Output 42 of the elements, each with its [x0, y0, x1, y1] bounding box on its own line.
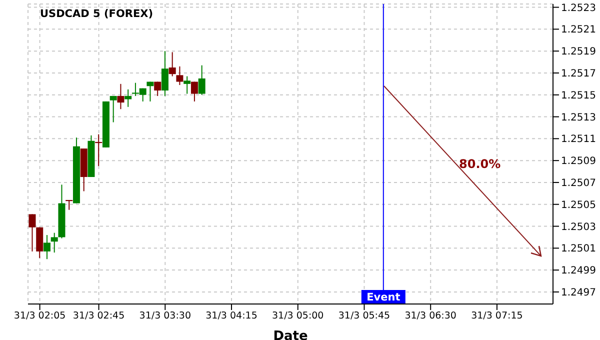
candlestick — [50, 232, 58, 254]
y-tick-label: 1.2511 — [561, 134, 596, 146]
candlestick — [154, 81, 162, 96]
candlestick — [146, 81, 154, 102]
candlestick — [28, 214, 36, 252]
ref-line-label: Event — [366, 292, 400, 304]
x-tick-label: 31/3 03:30 — [139, 310, 192, 322]
x-tick-label: 31/3 04:15 — [206, 310, 258, 322]
y-tick-label: 1.2523 — [561, 2, 596, 14]
y-tick-label: 1.2517 — [561, 68, 596, 80]
x-tick-label: 31/3 02:45 — [72, 310, 125, 322]
y-tick-label: 1.2515 — [561, 90, 596, 102]
chart-title: USDCAD 5 (FOREX) — [40, 8, 154, 20]
candlestick — [66, 199, 73, 210]
y-tick-label: 1.2509 — [561, 156, 596, 168]
y-tick-label: 1.2507 — [561, 178, 596, 190]
candlestick — [43, 234, 50, 260]
y-tick-label: 1.2503 — [561, 222, 596, 233]
candlestick — [168, 52, 176, 77]
y-tick-label: 1.2497 — [561, 288, 596, 299]
y-tick-label: 1.2505 — [561, 200, 596, 211]
x-tick-label: 31/3 06:30 — [404, 310, 456, 322]
candlestick — [198, 64, 206, 96]
x-tick-label: 31/3 05:45 — [338, 310, 390, 322]
candlestick — [184, 76, 191, 94]
x-tick-label: 31/3 05:00 — [272, 310, 324, 322]
candlestick — [176, 66, 184, 86]
candlestick — [124, 88, 132, 108]
x-axis-title: Date — [273, 329, 308, 340]
annotation: 80.0% — [459, 157, 501, 171]
y-tick-label: 1.2513 — [561, 112, 596, 124]
candlestick — [190, 81, 198, 102]
candlestick — [95, 134, 102, 167]
candlestick — [110, 95, 117, 123]
y-tick-label: 1.2499 — [561, 266, 596, 277]
y-tick-label: 1.2519 — [561, 46, 596, 58]
x-tick-label: 31/3 07:15 — [471, 310, 523, 322]
y-tick-label: 1.2501 — [561, 244, 596, 255]
candlestick — [117, 83, 124, 110]
x-tick-label: 31/3 02:05 — [14, 310, 66, 322]
candlestick — [161, 50, 168, 96]
y-tick-label: 1.2521 — [561, 24, 596, 36]
